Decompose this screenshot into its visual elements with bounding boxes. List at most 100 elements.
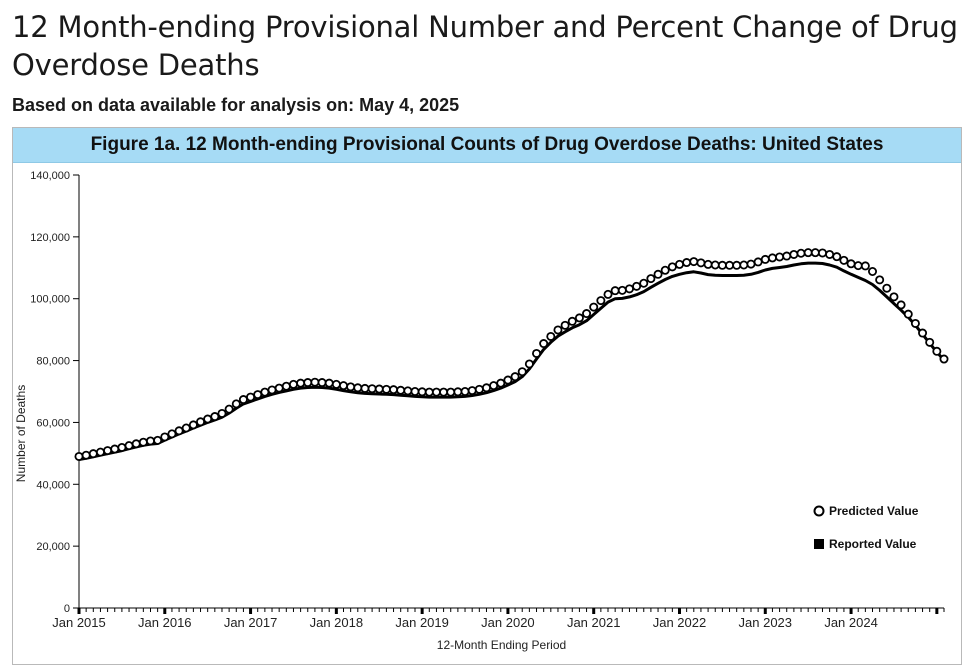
y-tick-label: 0 <box>64 603 70 615</box>
predicted-value-point <box>582 309 592 319</box>
predicted-value-point <box>496 378 506 388</box>
predicted-value-point <box>267 385 277 395</box>
predicted-value-point <box>381 384 391 394</box>
predicted-value-point <box>203 414 213 424</box>
predicted-value-point <box>210 412 220 422</box>
predicted-value-point <box>932 346 942 356</box>
predicted-value-point <box>653 269 663 279</box>
predicted-value-point <box>174 426 184 436</box>
predicted-value-point <box>274 383 284 393</box>
predicted-value-point <box>410 386 420 396</box>
predicted-value-point <box>110 444 120 454</box>
predicted-value-point <box>217 408 227 418</box>
y-axis-title: Number of Deaths <box>14 385 28 482</box>
x-axis-title: 12-Month Ending Period <box>437 638 566 652</box>
predicted-value-point <box>782 251 792 261</box>
predicted-value-point <box>524 359 534 369</box>
predicted-value-point <box>710 260 720 270</box>
predicted-value-point <box>124 441 134 451</box>
predicted-value-point <box>224 404 234 414</box>
predicted-value-point <box>181 423 191 433</box>
predicted-value-point <box>560 320 570 330</box>
predicted-value-point <box>95 447 105 457</box>
predicted-value-point <box>639 278 649 288</box>
predicted-value-point <box>703 259 713 269</box>
predicted-value-point <box>925 337 935 347</box>
predicted-value-point <box>389 385 399 395</box>
predicted-value-point <box>331 379 341 389</box>
predicted-value-point <box>138 437 148 447</box>
predicted-value-point <box>145 436 155 446</box>
predicted-value-point <box>281 381 291 391</box>
predicted-value-point <box>446 387 456 397</box>
predicted-value-point <box>553 325 563 335</box>
predicted-value-point <box>589 302 599 312</box>
predicted-value-point <box>510 372 520 382</box>
predicted-value-point <box>131 439 141 449</box>
predicted-value-point <box>617 285 627 295</box>
predicted-value-point <box>667 262 677 272</box>
predicted-value-point <box>74 451 84 461</box>
predicted-value-point <box>467 386 477 396</box>
predicted-value-point <box>918 328 928 338</box>
predicted-value-point <box>860 261 870 271</box>
predicted-value-point <box>253 390 263 400</box>
predicted-value-point <box>153 435 163 445</box>
y-tick-label: 40,000 <box>36 479 70 491</box>
predicted-value-point <box>117 442 127 452</box>
predicted-value-point <box>403 386 413 396</box>
x-tick-label: Jan 2015 <box>52 615 106 630</box>
predicted-value-point <box>646 274 656 284</box>
y-tick-label: 80,000 <box>36 356 70 368</box>
predicted-value-point <box>103 446 113 456</box>
predicted-value-point <box>732 260 742 270</box>
chart-header: Figure 1a. 12 Month-ending Provisional C… <box>13 128 961 163</box>
predicted-value-point <box>660 265 670 275</box>
predicted-value-point <box>725 260 735 270</box>
predicted-value-point <box>417 387 427 397</box>
x-tick-label: Jan 2018 <box>310 615 364 630</box>
predicted-value-point <box>789 249 799 259</box>
x-tick-label: Jan 2022 <box>653 615 707 630</box>
page-title: 12 Month-ending Provisional Number and P… <box>12 10 958 82</box>
predicted-value-point <box>346 382 356 392</box>
y-tick-label: 20,000 <box>36 541 70 553</box>
predicted-value-point <box>374 384 384 394</box>
y-tick-label: 140,000 <box>30 170 70 182</box>
x-tick-label: Jan 2017 <box>224 615 278 630</box>
predicted-value-point <box>324 378 334 388</box>
predicted-value-point <box>489 381 499 391</box>
predicted-value-point <box>296 378 306 388</box>
predicted-value-point <box>689 257 699 267</box>
predicted-value-point <box>817 248 827 258</box>
predicted-value-point <box>803 248 813 258</box>
predicted-value-point <box>288 379 298 389</box>
y-tick-label: 120,000 <box>30 232 70 244</box>
predicted-value-point <box>746 259 756 269</box>
x-tick-label: Jan 2023 <box>739 615 793 630</box>
x-tick-label: Jan 2024 <box>824 615 878 630</box>
predicted-value-point <box>474 384 484 394</box>
predicted-value-point <box>439 387 449 397</box>
predicted-value-point <box>481 383 491 393</box>
predicted-value-point <box>539 339 549 349</box>
predicted-value-point <box>353 383 363 393</box>
predicted-value-point <box>517 367 527 377</box>
predicted-value-point <box>596 296 606 306</box>
predicted-value-point <box>853 261 863 271</box>
overdose-deaths-line-chart: 0 20,000 40,000 60,000 80,000 100,000 120,000 1… <box>14 170 949 652</box>
x-tick-label: Jan 2016 <box>138 615 192 630</box>
predicted-value-point <box>846 259 856 269</box>
predicted-value-point <box>88 449 98 459</box>
y-tick-label: 100,000 <box>30 294 70 306</box>
x-tick-label: Jan 2021 <box>567 615 621 630</box>
predicted-value-point <box>839 255 849 265</box>
predicted-value-point <box>424 387 434 397</box>
legend-predicted-label: Predicted Value <box>829 504 919 518</box>
predicted-value-point <box>674 259 684 269</box>
predicted-value-point <box>739 260 749 270</box>
predicted-value-point <box>303 378 313 388</box>
predicted-value-point <box>567 316 577 326</box>
predicted-value-point <box>81 450 91 460</box>
predicted-value-point <box>260 387 270 397</box>
